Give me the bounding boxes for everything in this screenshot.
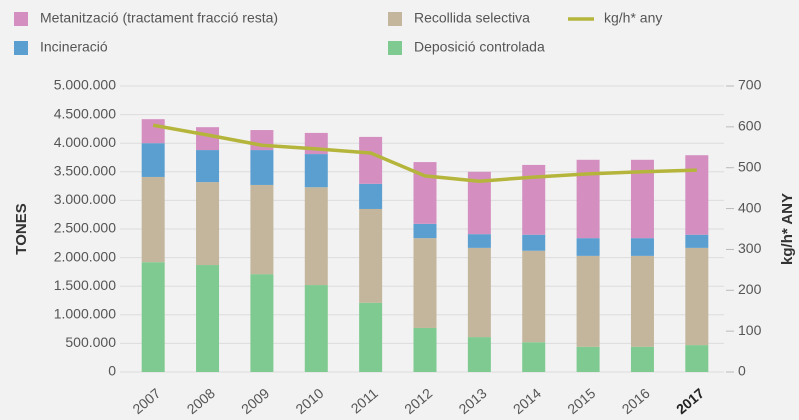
bar-segment	[685, 155, 709, 235]
bar-segment	[467, 234, 491, 248]
bar-segment	[250, 184, 274, 275]
y-tick-label: 1.500.000	[54, 277, 116, 293]
x-tick-label: 2016	[619, 385, 653, 417]
bar-segment	[250, 150, 274, 185]
line-series	[152, 123, 697, 183]
y-tick-label: 4.000.000	[54, 134, 116, 150]
bar-segment	[630, 238, 654, 256]
bar-segment	[413, 327, 437, 372]
x-tick-label: 2007	[129, 385, 163, 417]
bar-segment	[630, 255, 654, 347]
y-tick-label: 3.500.000	[54, 163, 116, 179]
bar-segment	[141, 119, 165, 144]
y-tick-label: 2.500.000	[54, 220, 116, 236]
y-tick-label: 4.500.000	[54, 105, 116, 121]
y-axis-label: TONES	[13, 203, 30, 254]
legend-swatch	[388, 41, 402, 55]
bar-segment	[576, 346, 600, 372]
bar-segment	[304, 187, 328, 286]
bar-segment	[522, 234, 546, 251]
bar-segment	[304, 285, 328, 372]
bar-segment	[196, 182, 220, 266]
bar-segment	[522, 250, 546, 343]
x-tick-label: 2009	[238, 385, 272, 417]
y2-tick-label: 600	[738, 118, 762, 134]
bar-segment	[196, 127, 220, 151]
x-tick-label: 2011	[348, 385, 382, 417]
bar-segment	[576, 159, 600, 239]
x-tick-label: 2012	[401, 385, 435, 417]
y-tick-label: 1.000.000	[54, 306, 116, 322]
bar-segment	[141, 176, 165, 263]
y2-tick-label: 200	[738, 281, 762, 297]
bar-segment	[685, 247, 709, 346]
legend-label: kg/h* any	[604, 10, 662, 26]
legend-swatch	[14, 12, 28, 26]
bar-segment	[359, 136, 383, 184]
bar-segment	[685, 234, 709, 248]
bar-segment	[359, 208, 383, 303]
x-tick-label: 2010	[292, 385, 326, 417]
bar-segment	[522, 164, 546, 235]
bar-segment	[196, 150, 220, 183]
y-tick-label: 5.000.000	[54, 77, 116, 93]
y2-tick-label: 0	[738, 363, 746, 379]
y2-tick-label: 500	[738, 158, 762, 174]
bar-segment	[576, 255, 600, 347]
legend-swatch	[14, 41, 28, 55]
legend-swatch	[388, 12, 402, 26]
x-tick-label: 2014	[510, 385, 544, 417]
x-tick-label: 2008	[184, 385, 218, 417]
bar-segment	[685, 345, 709, 372]
bar-segment	[413, 223, 437, 239]
bar-segment	[522, 342, 546, 372]
bar-segment	[304, 154, 328, 188]
bar-segment	[467, 247, 491, 338]
bar-segment	[630, 159, 654, 239]
bar-segment	[467, 337, 491, 372]
y2-tick-label: 100	[738, 322, 762, 338]
bar-segment	[630, 346, 654, 372]
legend-label: Metanització (tractament fracció resta)	[40, 10, 278, 26]
y-tick-label: 3.000.000	[54, 191, 116, 207]
bar-segment	[196, 265, 220, 372]
y2-tick-label: 700	[738, 77, 762, 93]
bar-segment	[576, 238, 600, 256]
y2-tick-label: 300	[738, 240, 762, 256]
bar-segment	[413, 238, 437, 328]
x-tick-label: 2017	[673, 385, 707, 417]
y2-tick-label: 400	[738, 199, 762, 215]
y2-axis-label: kg/h* ANY	[779, 193, 796, 265]
x-tick-label: 2015	[564, 385, 598, 417]
bar-segment	[141, 262, 165, 372]
legend-label: Recollida selectiva	[414, 10, 530, 26]
legend-label: Deposició controlada	[414, 39, 545, 55]
y-tick-label: 0	[108, 363, 116, 379]
bar-segment	[141, 143, 165, 177]
y-tick-label: 2.000.000	[54, 248, 116, 264]
bar-segment	[250, 274, 274, 372]
bar-segment	[359, 183, 383, 209]
x-tick-label: 2013	[456, 385, 490, 417]
legend-label: Incineració	[40, 39, 108, 55]
bar-segment	[467, 171, 491, 235]
bar-segment	[359, 302, 383, 372]
y-tick-label: 500.000	[65, 334, 116, 350]
